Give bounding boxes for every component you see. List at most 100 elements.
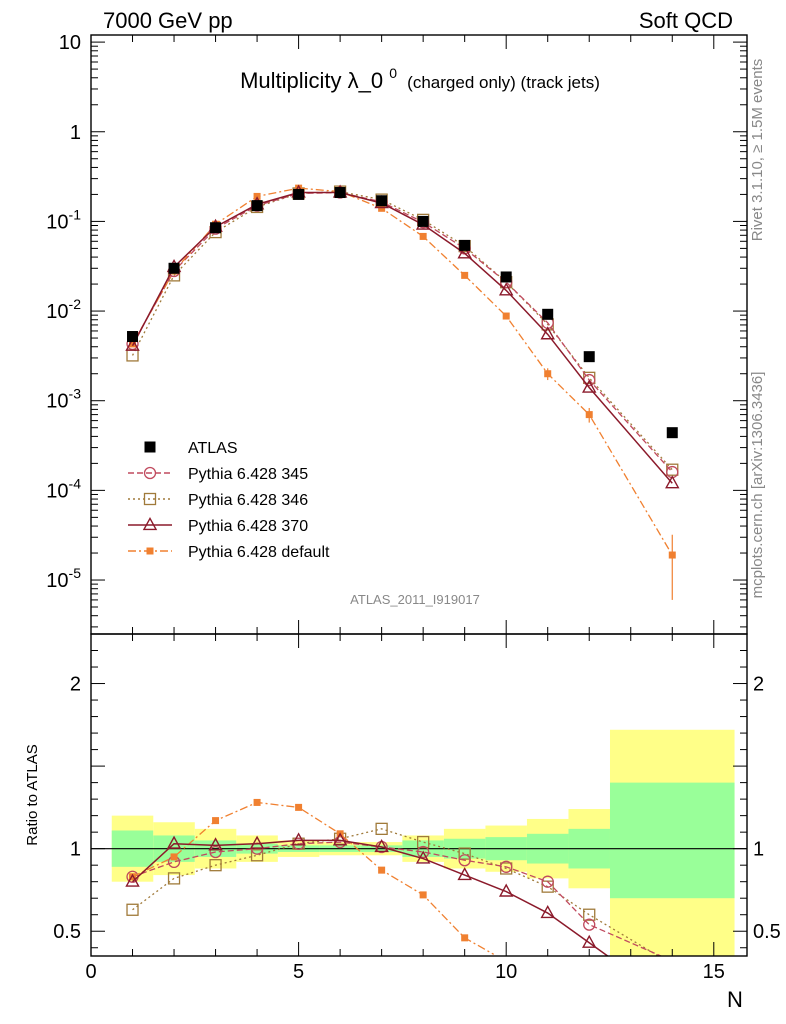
main-series-layer xyxy=(125,184,680,600)
data-point-triangle xyxy=(142,516,158,531)
y-tick-label: 1 xyxy=(70,122,81,144)
data-point-square-filled xyxy=(378,866,386,874)
data-point-square-filled xyxy=(295,803,303,811)
data-point-atlas xyxy=(334,187,346,199)
x-tick-label: 10 xyxy=(495,961,517,983)
ratio-line-p370 xyxy=(132,839,609,956)
data-point-circle xyxy=(143,466,157,480)
legend-item-p345: Pythia 6.428 345 xyxy=(128,466,308,483)
header-right: Soft QCD xyxy=(639,8,733,33)
y-tick-label: 10-4 xyxy=(46,475,81,502)
data-point-square-filled xyxy=(212,817,220,825)
y-tick-label: 10-1 xyxy=(46,206,81,233)
data-point-square-filled xyxy=(461,271,469,279)
data-point-square-filled xyxy=(378,204,386,212)
title-main: Multiplicity λ_0 xyxy=(240,68,383,93)
ratio-panel: 0 5 10 15 0.5 0.5 1 1 2 2 xyxy=(53,633,781,983)
data-point-triangle xyxy=(581,379,597,393)
data-point-triangle xyxy=(332,832,348,846)
data-point-square-filled xyxy=(461,934,469,942)
y-tick-label: 10-3 xyxy=(46,386,81,413)
rivet-label: Rivet 3.1.10, ≥ 1.5M events xyxy=(749,59,766,242)
data-point-square-open xyxy=(250,849,264,862)
data-point-square-open xyxy=(417,835,430,849)
legend-label: Pythia 6.428 345 xyxy=(188,466,308,483)
ratio-y-tick-label: 1 xyxy=(70,839,81,861)
data-point-atlas xyxy=(542,308,554,320)
data-point-square-open xyxy=(209,859,222,872)
uncertainty-band-inner xyxy=(609,782,735,899)
legend-label: Pythia 6.428 370 xyxy=(188,518,308,535)
data-point-atlas xyxy=(583,351,595,363)
ratio-line-pdef xyxy=(132,801,495,955)
data-point-square-filled xyxy=(502,312,510,320)
title-suffix: (charged only) (track jets) xyxy=(407,73,600,92)
data-point-atlas xyxy=(127,331,139,343)
data-point-square-open xyxy=(375,822,388,836)
ratio-y-tick-label: 2 xyxy=(70,674,81,696)
x-tick-label: 15 xyxy=(703,961,725,983)
data-point-square-open xyxy=(458,847,471,860)
header-left: 7000 GeV pp xyxy=(103,8,233,33)
data-point-circle xyxy=(541,875,554,888)
data-point-circle xyxy=(500,860,513,873)
x-axis-label: N xyxy=(727,987,743,1012)
data-point-atlas xyxy=(417,215,429,227)
analysis-id: ATLAS_2011_I919017 xyxy=(350,592,480,607)
data-point-triangle xyxy=(249,835,265,849)
data-point-triangle xyxy=(374,838,389,853)
data-point-triangle xyxy=(540,905,555,919)
legend-item-p370: Pythia 6.428 370 xyxy=(128,516,308,535)
data-point-atlas xyxy=(144,441,156,453)
data-point-square-filled xyxy=(170,853,178,861)
ratio-y-tick-label-right: 2 xyxy=(753,674,764,696)
ratio-y-tick-label-right: 0.5 xyxy=(753,921,781,943)
series-atlas xyxy=(127,187,678,439)
data-point-square-filled xyxy=(585,411,593,419)
data-point-triangle xyxy=(125,337,140,351)
data-point-atlas xyxy=(168,262,180,274)
data-point-square-filled xyxy=(668,551,676,559)
legend-label: ATLAS xyxy=(188,440,238,457)
data-point-square-filled xyxy=(129,340,137,348)
chart-title: Multiplicity λ_0 0 (charged only) (track… xyxy=(240,58,600,93)
data-point-triangle xyxy=(581,934,597,948)
x-tick-label: 5 xyxy=(293,961,304,983)
data-point-triangle xyxy=(291,832,306,846)
data-point-square-open xyxy=(583,908,596,921)
legend-label: Pythia 6.428 346 xyxy=(188,492,308,509)
data-point-square-filled xyxy=(544,370,552,378)
legend: ATLAS Pythia 6.428 345 Pythia 6.428 346 Pyt… xyxy=(128,440,330,561)
data-point-triangle xyxy=(415,850,431,864)
ratio-ylabel: Ratio to ATLAS xyxy=(24,744,41,845)
data-point-atlas xyxy=(500,271,512,283)
legend-label: Pythia 6.428 default xyxy=(188,544,330,561)
data-point-triangle xyxy=(540,326,555,340)
data-point-square-filled xyxy=(419,232,427,240)
data-point-square-filled xyxy=(129,873,137,881)
y-tick-label: 10-2 xyxy=(46,296,81,323)
title-superscript: 0 xyxy=(389,65,397,81)
legend-item-pdef: Pythia 6.428 default xyxy=(128,544,330,561)
ratio-frame xyxy=(90,633,748,957)
legend-item-p346: Pythia 6.428 346 xyxy=(128,492,308,509)
data-point-square-open xyxy=(167,872,181,885)
data-point-triangle xyxy=(498,883,514,897)
data-point-square-filled xyxy=(419,891,427,899)
data-point-triangle xyxy=(665,475,680,489)
ratio-series-layer xyxy=(125,798,663,956)
data-point-triangle xyxy=(498,282,514,296)
data-point-atlas xyxy=(293,188,305,200)
data-point-circle xyxy=(458,854,471,867)
data-point-atlas xyxy=(666,427,678,439)
y-tick-label: 10 xyxy=(59,32,81,54)
data-point-square-open xyxy=(143,492,157,506)
data-point-circle xyxy=(209,845,222,859)
y-tick-label: 10-5 xyxy=(46,565,81,592)
x-tick-label: 0 xyxy=(85,961,96,983)
data-point-square-filled xyxy=(253,798,261,806)
data-point-circle xyxy=(417,845,430,859)
data-point-triangle xyxy=(166,835,182,849)
data-point-atlas xyxy=(459,239,471,251)
